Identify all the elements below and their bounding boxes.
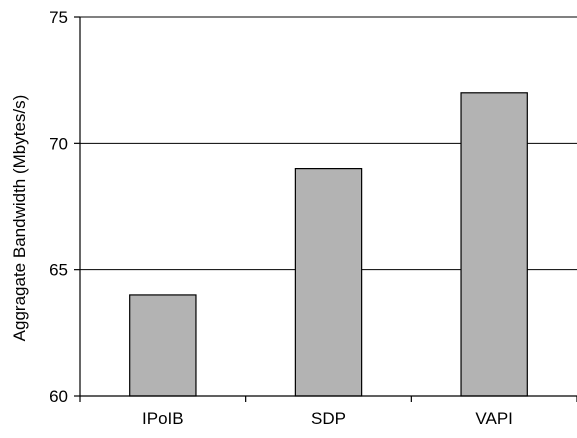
x-tick-label-vapi: VAPI <box>475 409 512 428</box>
bar-vapi <box>460 92 528 397</box>
bar-ipoib <box>129 294 197 397</box>
y-tick-label-75: 75 <box>49 8 68 27</box>
x-tick-label-sdp: SDP <box>311 409 346 428</box>
x-tick-label-ipoib: IPoIB <box>142 409 184 428</box>
x-tick-labels: IPoIB SDP VAPI <box>142 409 513 428</box>
y-tick-label-70: 70 <box>49 134 68 153</box>
y-tick-label-65: 65 <box>49 261 68 280</box>
bars <box>129 92 528 397</box>
y-tick-label-60: 60 <box>49 387 68 406</box>
axes <box>74 16 577 402</box>
bar-sdp <box>294 168 363 397</box>
y-axis-title: Aggragate Bandwidth (Mbytes/s) <box>10 95 29 342</box>
y-tick-labels: 60 65 70 75 <box>49 8 68 406</box>
